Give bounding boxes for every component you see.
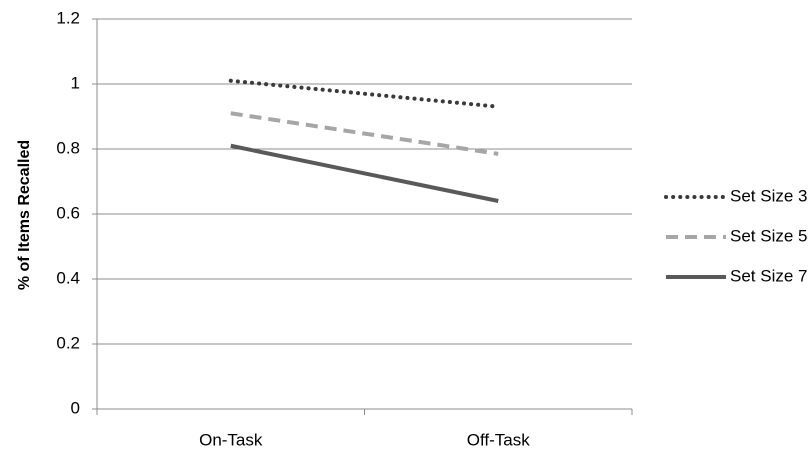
legend-label: Set Size 5 — [730, 226, 808, 245]
y-tick-label: 0.4 — [56, 268, 80, 287]
series-line-set-size-7 — [230, 143, 499, 203]
legend-label: Set Size 7 — [730, 266, 808, 285]
legend-label: Set Size 3 — [730, 186, 808, 205]
series-line-set-size-3 — [228, 78, 501, 109]
y-axis-label: % of Items Recalled — [16, 140, 33, 290]
y-tick-label: 1.2 — [56, 8, 80, 27]
x-tick-label: On-Task — [199, 430, 263, 449]
y-tick-label: 0 — [71, 398, 80, 417]
gridlines — [97, 18, 632, 345]
y-tick-label: 0.6 — [56, 203, 80, 222]
series-lines — [228, 78, 501, 203]
legend: Set Size 3 Set Size 5 Set Size 7 — [664, 186, 808, 285]
series-line-set-size-5 — [230, 111, 499, 156]
y-tick-label: 0.2 — [56, 333, 80, 352]
x-tick-labels: On-Task Off-Task — [199, 430, 530, 449]
axes — [92, 18, 633, 415]
y-tick-label: 0.8 — [56, 138, 80, 157]
x-tick-label: Off-Task — [467, 430, 530, 449]
y-tick-labels: 0 0.2 0.4 0.6 0.8 1 1.2 — [56, 8, 80, 417]
y-tick-label: 1 — [71, 73, 80, 92]
